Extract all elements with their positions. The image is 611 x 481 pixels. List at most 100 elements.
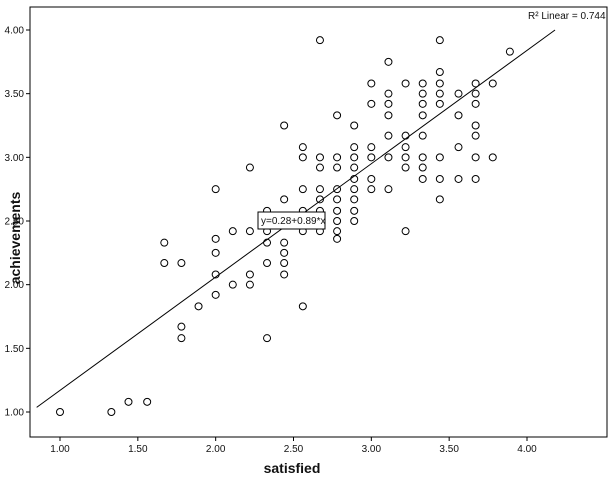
data-point — [350, 121, 359, 130]
y-tick-label: 2.50 — [5, 217, 25, 228]
data-point — [401, 227, 410, 236]
data-point — [177, 334, 186, 343]
data-point — [333, 195, 342, 204]
data-point — [384, 99, 393, 108]
data-point — [435, 79, 444, 88]
data-point — [454, 111, 463, 120]
data-point — [228, 227, 237, 236]
data-point — [367, 185, 376, 194]
data-point — [143, 397, 152, 406]
y-tick-label: 2.00 — [5, 280, 25, 291]
data-point — [384, 57, 393, 66]
data-point — [401, 79, 410, 88]
data-point — [418, 131, 427, 140]
data-point — [56, 408, 64, 416]
data-point — [384, 89, 393, 98]
data-point — [471, 99, 480, 108]
data-point — [488, 79, 497, 88]
data-point — [435, 89, 444, 98]
data-point — [435, 36, 444, 45]
x-tick-label: 3.50 — [439, 444, 459, 455]
data-point — [280, 248, 289, 257]
data-point — [488, 153, 497, 162]
r2-label: R² Linear = 0.744 — [528, 11, 606, 22]
data-point — [367, 99, 376, 108]
data-point — [263, 259, 272, 268]
data-point — [471, 89, 480, 98]
data-point — [315, 185, 324, 194]
data-point — [280, 270, 289, 279]
data-point — [124, 397, 133, 406]
data-point — [245, 280, 254, 289]
data-point — [333, 227, 342, 236]
data-point — [350, 143, 359, 152]
data-point — [177, 322, 186, 331]
data-point — [228, 280, 237, 289]
data-point — [333, 111, 342, 120]
data-point — [367, 143, 376, 152]
x-axis-title: satisfied — [264, 460, 321, 476]
data-point — [160, 259, 169, 268]
data-point — [350, 217, 359, 225]
data-point — [350, 153, 359, 162]
data-point — [298, 153, 307, 162]
data-point — [367, 174, 376, 183]
data-point — [245, 163, 254, 172]
data-point — [471, 79, 480, 88]
data-point — [280, 195, 289, 204]
data-point — [280, 238, 289, 247]
data-point — [471, 131, 480, 140]
data-points — [56, 36, 514, 416]
y-tick-label: 3.50 — [5, 89, 25, 100]
x-tick-label: 3.00 — [362, 444, 382, 455]
data-point — [401, 163, 410, 172]
data-point — [245, 227, 254, 236]
data-point — [384, 111, 393, 120]
data-point — [211, 290, 220, 299]
equation-label: y=0.28+0.89*x — [261, 216, 326, 227]
data-point — [435, 99, 444, 108]
data-point — [245, 270, 254, 279]
data-point — [333, 206, 342, 215]
x-tick-label: 1.50 — [128, 444, 148, 455]
data-point — [315, 36, 324, 45]
equation-box: y=0.28+0.89*x — [257, 211, 326, 230]
x-tick-label: 2.50 — [284, 444, 304, 455]
data-point — [401, 153, 410, 162]
data-point — [350, 185, 359, 194]
data-point — [454, 174, 463, 183]
data-point — [384, 153, 393, 162]
data-point — [418, 99, 427, 108]
data-point — [418, 111, 427, 120]
data-point — [350, 195, 359, 204]
y-tick-label: 3.00 — [5, 153, 25, 164]
x-tick-label: 2.00 — [206, 444, 226, 455]
data-point — [211, 234, 220, 243]
data-point — [384, 131, 393, 140]
data-point — [298, 185, 307, 194]
data-point — [315, 163, 324, 172]
data-point — [435, 68, 444, 77]
data-point — [160, 238, 169, 247]
data-point — [333, 153, 342, 162]
data-point — [435, 174, 444, 183]
data-point — [471, 174, 480, 183]
data-point — [333, 185, 342, 194]
data-point — [471, 153, 480, 162]
data-point — [367, 79, 376, 88]
data-point — [435, 195, 444, 204]
y-tick-label: 4.00 — [5, 26, 25, 37]
data-point — [471, 121, 480, 130]
x-axis-ticks: 1.00 1.50 2.00 2.50 3.00 3.50 4.00 — [50, 437, 537, 455]
data-point — [211, 185, 220, 194]
y-axis-ticks: 1.00 1.50 2.00 2.50 3.00 3.50 4.00 — [5, 26, 30, 419]
data-point — [418, 163, 427, 172]
data-point — [418, 153, 427, 162]
data-point — [350, 163, 359, 172]
data-point — [280, 259, 289, 268]
data-point — [194, 302, 203, 311]
data-point — [401, 143, 410, 152]
y-tick-label: 1.50 — [5, 344, 25, 355]
data-point — [315, 195, 324, 204]
